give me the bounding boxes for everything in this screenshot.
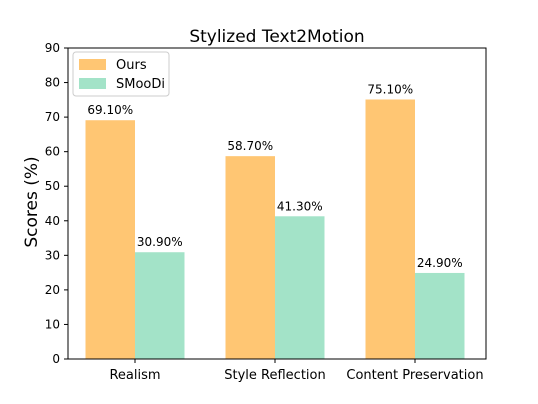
bar-smoodi-style-reflection [275,216,325,359]
y-tick-label-70: 70 [45,110,60,124]
legend-label-ours: Ours [116,58,147,73]
y-tick-label-50: 50 [45,179,60,193]
y-axis-label: Scores (%) [22,156,42,247]
data-label-ours-style-reflection: 58.70% [227,139,273,153]
bars-group [85,99,465,360]
y-tick-label-80: 80 [45,76,60,90]
bar-smoodi-content-preservation [415,272,465,359]
legend: Ours SMooDi [72,51,170,97]
data-label-ours-content-preservation: 75.10% [367,82,413,96]
data-label-smoodi-style-reflection: 41.30% [277,199,323,213]
y-tick-label-30: 30 [45,248,60,262]
x-tick-label-realism: Realism [109,368,160,383]
x-tick-label-content-preservation: Content Preservation [346,368,483,383]
data-label-smoodi-content-preservation: 24.90% [417,256,463,270]
y-tick-label-20: 20 [45,283,60,297]
data-label-ours-realism: 69.10% [87,103,133,117]
y-axis: 0 10 20 30 40 50 60 70 80 90 [45,41,68,366]
x-axis: Realism Style Reflection Content Preservat… [109,359,484,383]
chart-title: Stylized Text2Motion [189,27,364,47]
y-tick-label-10: 10 [45,317,60,331]
bar-smoodi-realism [135,252,185,359]
bar-ours-realism [85,120,135,360]
legend-swatch-smoodi [79,78,106,89]
data-labels-group: 69.10% 30.90% 58.70% 41.30% 75.10% 24.90% [87,82,462,269]
bar-ours-style-reflection [225,156,275,359]
legend-label-smoodi: SMooDi [116,77,165,92]
y-tick-label-60: 60 [45,145,60,159]
y-tick-label-0: 0 [52,352,60,366]
bar-ours-content-preservation [365,99,415,359]
y-tick-label-40: 40 [45,214,60,228]
y-tick-label-90: 90 [45,41,60,55]
plot-frame [67,47,487,360]
x-tick-label-style-reflection: Style Reflection [224,368,325,383]
data-label-smoodi-realism: 30.90% [137,235,183,249]
legend-swatch-ours [79,59,106,70]
